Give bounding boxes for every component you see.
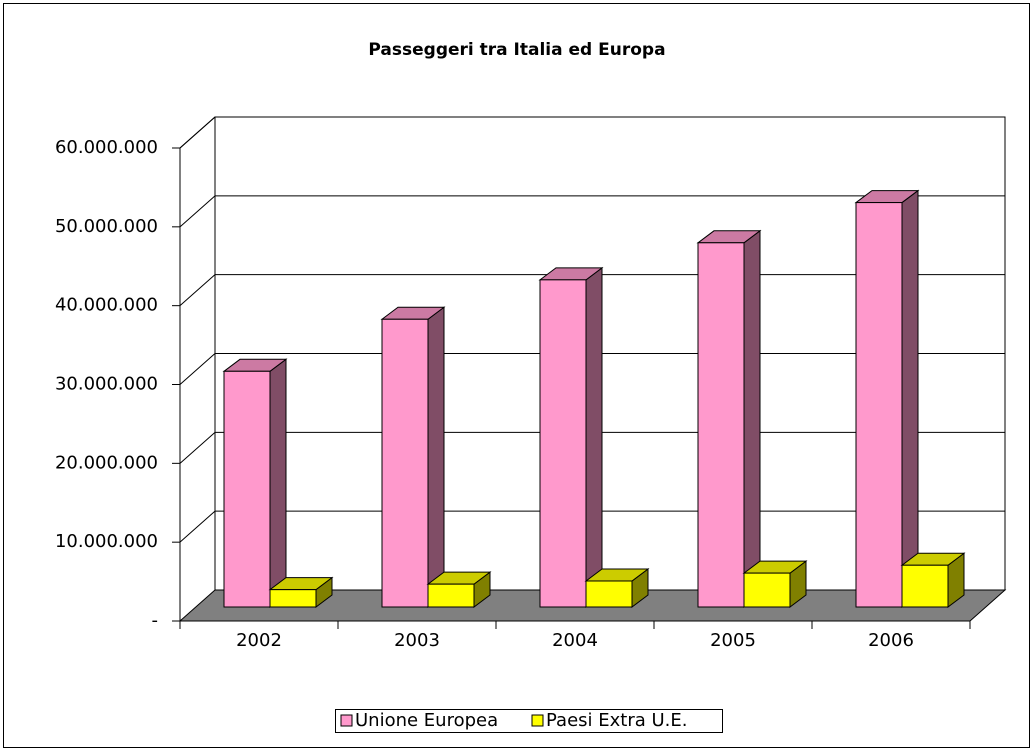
legend-swatch (531, 714, 544, 727)
bar (539, 279, 587, 608)
y-tick-label: 10.000.000 (55, 531, 158, 552)
y-tick-label: 50.000.000 (55, 216, 158, 237)
bar (427, 583, 475, 608)
bar (223, 370, 271, 608)
y-tick-label: 40.000.000 (55, 295, 158, 316)
y-tick-label: - (152, 610, 159, 631)
legend: Unione Europea Paesi Extra U.E. (335, 709, 723, 733)
bar-side (901, 189, 919, 608)
x-tick-label: 2005 (710, 630, 756, 651)
bar (901, 564, 949, 608)
grid-line (179, 116, 1005, 149)
bar (269, 589, 317, 608)
legend-box (335, 709, 723, 733)
legend-swatch (340, 714, 353, 727)
x-tick-label: 2004 (552, 630, 598, 651)
x-tick-label: 2002 (236, 630, 282, 651)
x-tick-label: 2003 (394, 630, 440, 651)
chart-title: Passeggeri tra Italia ed Europa (368, 40, 665, 60)
bar (585, 580, 633, 608)
bar (743, 572, 791, 608)
y-tick-label: 60.000.000 (55, 137, 158, 158)
bar-side (427, 306, 445, 608)
y-tick-label: 20.000.000 (55, 452, 158, 473)
bar (697, 242, 745, 608)
grid-line (179, 195, 1005, 228)
bar-side (743, 229, 761, 608)
legend-label: Unione Europea (355, 710, 498, 731)
legend-label: Paesi Extra U.E. (546, 710, 687, 731)
bar-side (269, 358, 287, 608)
y-tick-label: 30.000.000 (55, 374, 158, 395)
bar-side (585, 266, 603, 608)
x-tick-label: 2006 (868, 630, 914, 651)
bar (855, 202, 903, 608)
bar (381, 318, 429, 608)
